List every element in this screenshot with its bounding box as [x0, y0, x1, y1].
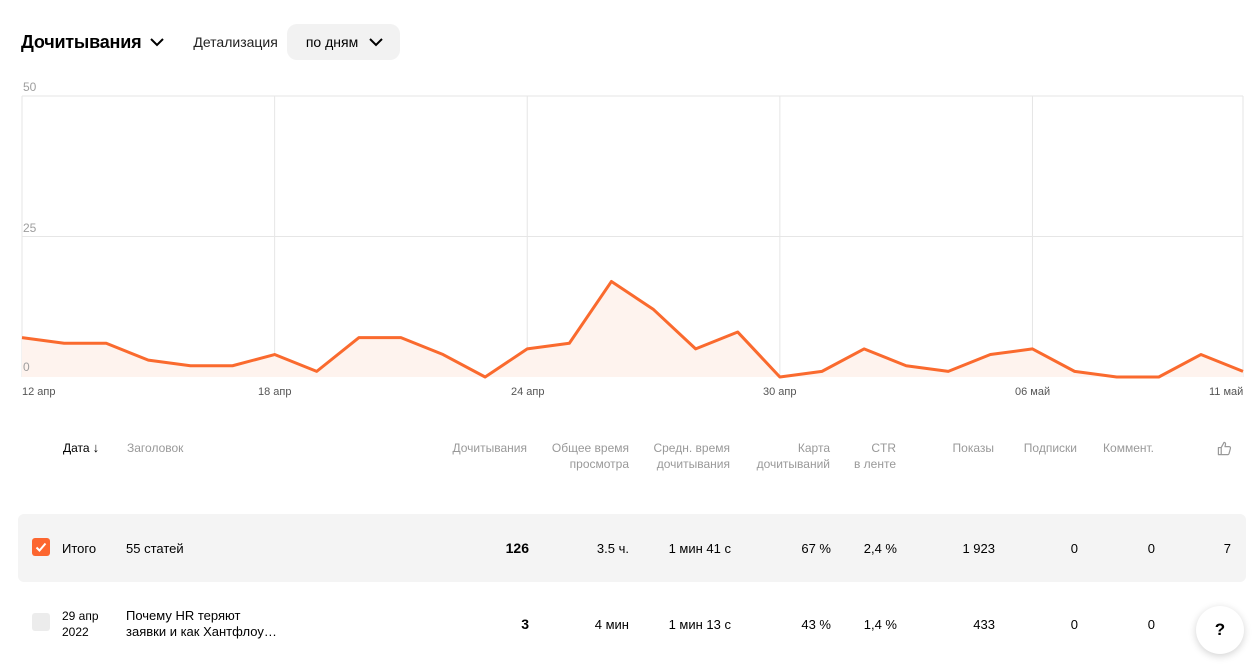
date-line: 29 апр	[62, 609, 99, 623]
x-tick-label: 30 апр	[763, 386, 797, 398]
total-likes: 7	[1223, 541, 1231, 556]
y-tick-label: 25	[23, 221, 37, 235]
row-total-time: 4 мин	[594, 617, 629, 632]
series-area	[22, 281, 1243, 377]
sort-by-date[interactable]: Дата ↓	[63, 440, 99, 456]
column-header-date: Дата	[63, 441, 90, 455]
row-impressions: 433	[973, 617, 995, 632]
chevron-down-icon	[150, 38, 165, 47]
header-line: Общее время	[551, 441, 629, 455]
header-line: Карта	[797, 441, 830, 455]
row-reads: 3	[521, 616, 529, 632]
x-tick-label: 12 апр	[22, 386, 56, 398]
arrow-down-icon: ↓	[92, 440, 100, 455]
title-line: Почему HR теряют	[126, 608, 241, 623]
header-line: дочитывания	[656, 457, 730, 471]
help-button[interactable]: ?	[1196, 606, 1244, 654]
series-line	[21, 279, 1244, 379]
table-row[interactable]: 29 апр 2022 Почему HR теряют заявки и ка…	[18, 596, 1246, 652]
column-header-total-time[interactable]: Общее время просмотра	[552, 440, 629, 472]
total-comments: 0	[1147, 541, 1155, 556]
total-reads: 126	[505, 540, 529, 556]
column-header-comments[interactable]: Коммент.	[1103, 441, 1154, 455]
row-comments: 0	[1147, 617, 1155, 632]
period-dropdown[interactable]: по дням	[286, 24, 401, 60]
x-tick-label: 06 май	[1015, 386, 1051, 398]
row-title[interactable]: Почему HR теряют заявки и как Хантфлоу…	[126, 608, 277, 640]
x-tick-label: 11 май	[1209, 386, 1244, 398]
header-line: просмотра	[569, 457, 629, 471]
table-total-row: Итого 55 статей 126 3.5 ч. 1 мин 41 с 67…	[18, 514, 1246, 582]
header-line: Средн. время	[653, 441, 730, 455]
row-avg-time: 1 мин 13 с	[668, 617, 731, 632]
chevron-down-icon	[369, 38, 383, 47]
table-header: Дата ↓ Заголовок Дочитывания Общее время…	[0, 440, 1255, 480]
header-line: в ленте	[853, 457, 896, 471]
row-read-map: 43 %	[801, 617, 831, 632]
column-header-avg-time[interactable]: Средн. время дочитывания	[653, 440, 730, 472]
header-line: дочитываний	[756, 457, 830, 471]
column-header-impressions[interactable]: Показы	[952, 441, 994, 455]
total-total-time: 3.5 ч.	[596, 541, 629, 556]
total-read-map: 67 %	[801, 541, 831, 556]
detail-label: Детализация	[193, 34, 278, 50]
column-header-subscriptions[interactable]: Подписки	[1023, 441, 1077, 455]
row-date: 29 апр 2022	[62, 608, 99, 640]
check-icon	[35, 542, 47, 552]
chart-canvas	[21, 95, 1244, 379]
column-header-reads[interactable]: Дочитывания	[452, 441, 528, 455]
header-line: CTR	[871, 441, 896, 455]
row-ctr: 1,4 %	[863, 617, 897, 632]
total-ctr: 2,4 %	[863, 541, 897, 556]
x-tick-label: 18 апр	[258, 386, 292, 398]
total-title: 55 статей	[126, 541, 184, 556]
total-subscriptions: 0	[1070, 541, 1078, 556]
total-checkbox[interactable]	[32, 538, 50, 556]
x-tick-label: 24 апр	[511, 386, 545, 398]
period-value: по дням	[305, 34, 359, 50]
column-header-ctr[interactable]: CTR в ленте	[854, 440, 896, 472]
date-line: 2022	[62, 625, 89, 639]
thumbs-up-icon[interactable]	[1217, 441, 1232, 456]
reads-chart: 50 25 0 12 апр 18 апр 24 апр 30 апр 06 м…	[0, 76, 1255, 406]
total-label: Итого	[62, 541, 97, 556]
metric-title: Дочитывания	[21, 31, 142, 52]
column-header-title[interactable]: Заголовок	[127, 441, 184, 455]
row-checkbox[interactable]	[32, 613, 50, 631]
metric-selector[interactable]: Дочитывания	[21, 32, 165, 53]
total-avg-time: 1 мин 41 с	[668, 541, 731, 556]
y-tick-label: 0	[23, 360, 30, 374]
column-header-read-map[interactable]: Карта дочитываний	[757, 440, 830, 472]
row-subscriptions: 0	[1070, 617, 1078, 632]
y-tick-label: 50	[23, 80, 37, 94]
toolbar: Дочитывания Детализация по дням	[21, 24, 401, 60]
title-line: заявки и как Хантфлоу…	[126, 624, 277, 639]
total-impressions: 1 923	[962, 541, 995, 556]
